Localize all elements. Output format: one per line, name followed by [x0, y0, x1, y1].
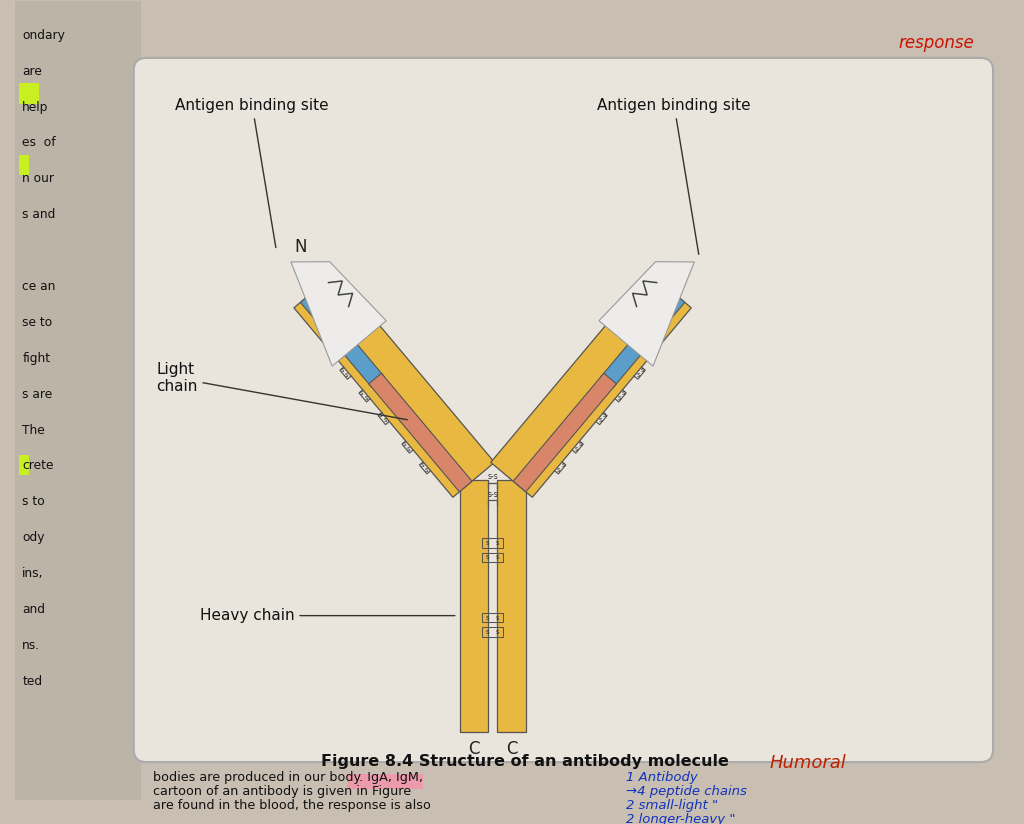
- Text: Heavy chain: Heavy chain: [200, 608, 455, 623]
- Text: 1 Antibody: 1 Antibody: [627, 770, 698, 784]
- Text: cartoon of an antibody is given in Figure: cartoon of an antibody is given in Figur…: [154, 785, 412, 798]
- Text: s: s: [485, 629, 489, 635]
- Bar: [347, 774, 423, 789]
- Text: N: N: [295, 238, 307, 256]
- Text: s-s: s-s: [487, 489, 498, 499]
- Text: The: The: [23, 424, 45, 437]
- Bar: [19, 155, 29, 176]
- Polygon shape: [291, 262, 386, 366]
- Text: 2 longer-heavy ": 2 longer-heavy ": [627, 813, 736, 824]
- Bar: [15, 1, 141, 800]
- Text: Humoral: Humoral: [770, 754, 847, 772]
- Text: s: s: [622, 390, 626, 396]
- Text: s: s: [402, 441, 407, 447]
- Text: bodies are produced in our body. IgA, IgM,: bodies are produced in our body. IgA, Ig…: [154, 770, 423, 784]
- Text: s: s: [641, 367, 644, 372]
- Text: n our: n our: [23, 172, 54, 185]
- Polygon shape: [513, 373, 616, 492]
- Polygon shape: [369, 373, 472, 492]
- Bar: [19, 83, 39, 104]
- Text: s: s: [485, 615, 489, 620]
- Text: s are: s are: [23, 388, 52, 400]
- Bar: [482, 538, 503, 548]
- Text: s: s: [496, 540, 500, 545]
- Polygon shape: [599, 262, 694, 366]
- Text: Figure 8.4 Structure of an antibody molecule: Figure 8.4 Structure of an antibody mole…: [321, 754, 729, 770]
- Bar: [482, 613, 503, 622]
- Text: s: s: [383, 417, 387, 424]
- Text: s: s: [496, 629, 500, 635]
- Bar: [460, 480, 487, 732]
- Text: Light
chain: Light chain: [156, 362, 408, 419]
- Bar: [482, 627, 503, 637]
- Text: s: s: [637, 372, 640, 378]
- Text: response: response: [898, 34, 974, 52]
- Text: ns.: ns.: [23, 639, 40, 652]
- Bar: [498, 480, 525, 732]
- Text: s: s: [485, 555, 489, 560]
- Text: s: s: [425, 466, 428, 472]
- Text: s: s: [345, 372, 349, 378]
- Text: C: C: [468, 740, 479, 758]
- Polygon shape: [601, 292, 685, 387]
- Text: ins,: ins,: [23, 567, 44, 580]
- FancyBboxPatch shape: [134, 58, 993, 762]
- Text: →4 peptide chains: →4 peptide chains: [627, 785, 748, 798]
- Text: Antigen binding site: Antigen binding site: [175, 98, 329, 247]
- Text: s-s: s-s: [487, 472, 498, 481]
- Text: s: s: [360, 390, 364, 396]
- Text: s: s: [496, 555, 500, 560]
- Text: s: s: [365, 395, 368, 400]
- Text: s: s: [617, 395, 621, 400]
- Text: ody: ody: [23, 531, 45, 544]
- Text: ondary: ondary: [23, 29, 66, 42]
- Text: s: s: [496, 615, 500, 620]
- Polygon shape: [294, 273, 495, 498]
- Text: s: s: [341, 367, 344, 372]
- Text: 2 small-light ": 2 small-light ": [627, 799, 719, 812]
- Text: fight: fight: [23, 352, 50, 365]
- Text: help: help: [23, 101, 48, 114]
- Text: s: s: [574, 446, 579, 452]
- Text: C: C: [506, 740, 517, 758]
- Text: are found in the blood, the response is also: are found in the blood, the response is …: [154, 799, 431, 812]
- Text: ted: ted: [23, 675, 42, 688]
- Text: ce an: ce an: [23, 280, 55, 293]
- Text: are: are: [23, 65, 42, 77]
- Text: s: s: [557, 466, 560, 472]
- Text: s: s: [598, 417, 602, 424]
- Bar: [19, 455, 29, 475]
- Text: Antigen binding site: Antigen binding site: [597, 98, 751, 255]
- Polygon shape: [490, 273, 691, 498]
- Text: s and: s and: [23, 208, 55, 222]
- Text: s: s: [408, 446, 411, 452]
- Text: s: s: [379, 412, 383, 419]
- Text: es  of: es of: [23, 137, 56, 149]
- Text: s: s: [579, 441, 583, 447]
- Text: s to: s to: [23, 495, 45, 508]
- Text: s: s: [421, 461, 424, 467]
- Text: s: s: [485, 540, 489, 545]
- Text: se to: se to: [23, 316, 52, 329]
- Text: crete: crete: [23, 460, 53, 472]
- Text: s: s: [561, 461, 565, 467]
- Text: s: s: [602, 412, 606, 419]
- Polygon shape: [300, 292, 385, 387]
- Bar: [482, 553, 503, 562]
- Text: and: and: [23, 603, 45, 616]
